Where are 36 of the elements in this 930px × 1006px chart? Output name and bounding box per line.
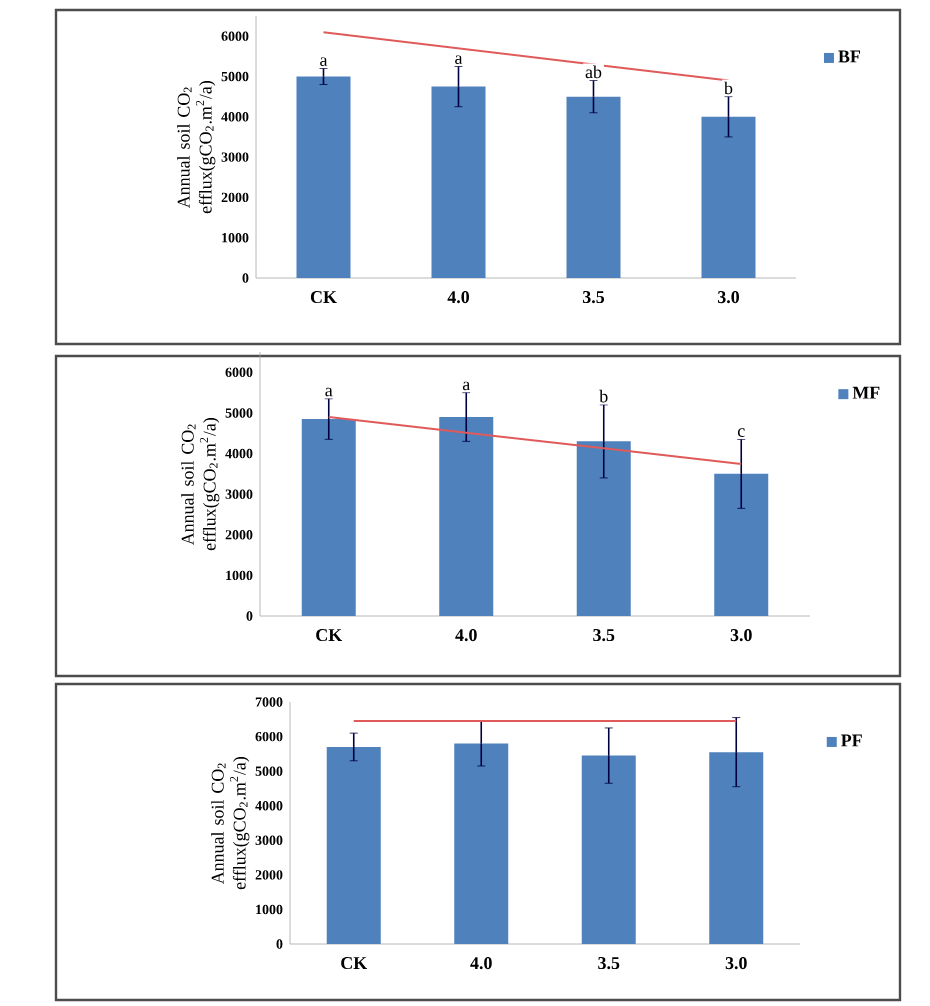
x-tick-label: 4.0 [455, 629, 477, 642]
legend-label: PF [841, 734, 862, 747]
x-tick-label: 3.0 [717, 291, 740, 304]
x-tick-label: 3.5 [582, 291, 605, 304]
bar [431, 86, 486, 278]
x-tick-label: CK [310, 291, 337, 304]
bar [301, 419, 356, 617]
bar [566, 96, 621, 278]
x-tick-label: 3.0 [730, 629, 752, 642]
bar [714, 473, 769, 617]
x-tick-label: 3.5 [593, 629, 615, 642]
annotation: c [737, 428, 745, 437]
bar [326, 746, 381, 945]
x-tick-label: 3.0 [725, 957, 747, 970]
annotation: ab [585, 65, 602, 79]
x-tick-label: 4.0 [470, 957, 492, 970]
x-tick-label: 3.5 [598, 957, 620, 970]
annotation: a [325, 387, 333, 397]
x-tick-label: 4.0 [447, 291, 470, 304]
x-tick-label: CK [341, 957, 368, 970]
bar [454, 743, 509, 945]
bar [439, 417, 494, 617]
bar [701, 116, 756, 278]
bar [709, 752, 764, 945]
annotation: b [599, 389, 608, 403]
annotation: a [455, 55, 463, 65]
annotation: a [462, 381, 470, 391]
x-tick-label: CK [316, 629, 343, 642]
bar [581, 755, 636, 945]
bar [576, 441, 631, 617]
annotation: a [320, 57, 328, 67]
line-series [327, 416, 743, 466]
legend-label: BF [838, 50, 860, 63]
annotation: b [724, 81, 733, 95]
bar [296, 76, 351, 278]
legend-label: MF [852, 386, 880, 399]
